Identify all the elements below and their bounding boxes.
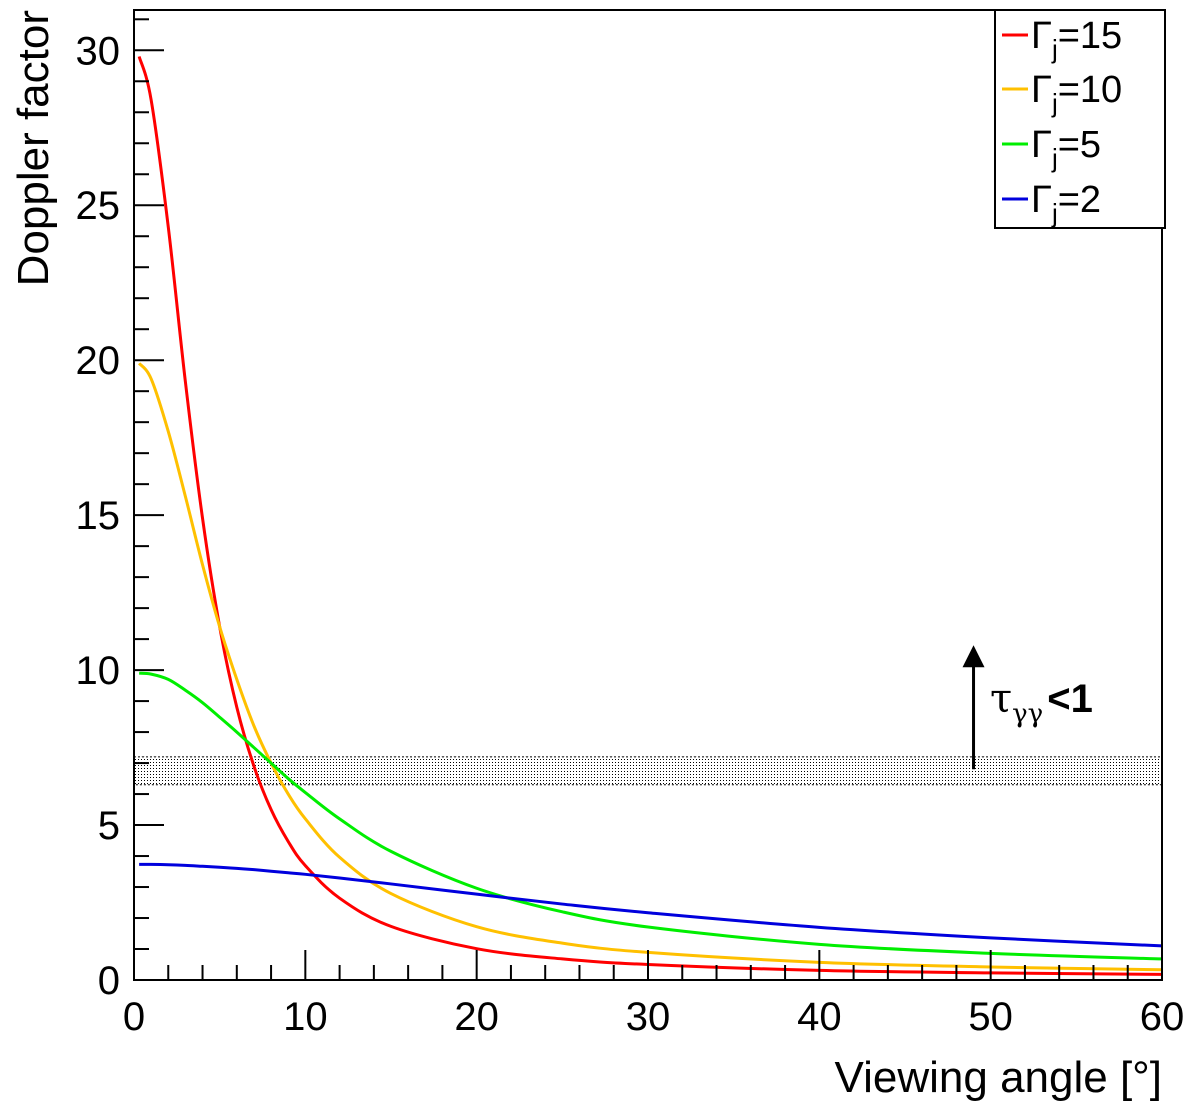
annotation-arrow-head (962, 645, 985, 668)
legend-gamma-symbol: Γ (1031, 179, 1052, 221)
opacity-band (133, 756, 1163, 786)
legend-subscript: j (1051, 34, 1058, 64)
x-tick-label: 30 (626, 995, 671, 1039)
y-tick-label: 10 (76, 649, 121, 693)
legend-box (994, 9, 1166, 229)
legend-subscript: j (1051, 198, 1058, 228)
y-tick-label: 0 (98, 959, 120, 1003)
legend-value: =10 (1058, 69, 1122, 111)
legend: Γj=15 Γj=10 Γj=5 Γj=2 (994, 9, 1166, 229)
y-tick-label: 15 (76, 494, 121, 538)
x-tick-label: 50 (968, 995, 1013, 1039)
legend-entry-gamma-10: Γj=10 (1002, 69, 1122, 118)
svg-text:Γj=2: Γj=2 (1031, 179, 1101, 228)
x-tick-label: 20 (454, 995, 499, 1039)
legend-value: =5 (1058, 124, 1101, 166)
svg-text:Γj=15: Γj=15 (1031, 15, 1122, 64)
y-tick-label: 30 (76, 29, 121, 73)
annotation-tau: τ (990, 676, 1012, 722)
legend-value: =15 (1058, 15, 1122, 57)
y-tick-label: 25 (76, 184, 121, 228)
legend-gamma-symbol: Γ (1031, 15, 1052, 57)
x-tick-label: 0 (123, 995, 145, 1039)
legend-value: =2 (1058, 179, 1101, 221)
legend-subscript: j (1051, 88, 1058, 118)
legend-subscript: j (1051, 143, 1058, 173)
series-line-gamma-2 (139, 862, 1163, 948)
x-axis-title: Viewing angle [°] (835, 1053, 1162, 1102)
legend-entry-gamma-2: Γj=2 (1002, 179, 1101, 228)
annotation-label: τγγ <1 (990, 676, 1093, 729)
annotation-condition: <1 (1047, 677, 1093, 721)
series-line-gamma-15 (137, 56, 1163, 976)
y-tick-label: 5 (98, 804, 120, 848)
x-tick-label: 60 (1140, 995, 1185, 1039)
annotation-subscript: γγ (1012, 699, 1043, 729)
svg-text:Γj=5: Γj=5 (1031, 124, 1101, 173)
legend-entry-gamma-15: Γj=15 (1002, 15, 1122, 64)
series-line-gamma-10 (137, 362, 1163, 972)
y-tick-label: 20 (76, 339, 121, 383)
y-axis-title: Doppler factor (9, 10, 58, 286)
legend-gamma-symbol: Γ (1031, 69, 1052, 111)
legend-gamma-symbol: Γ (1031, 124, 1052, 166)
x-tick-label: 40 (797, 995, 842, 1039)
series-line-gamma-5 (139, 671, 1163, 961)
x-tick-label: 10 (283, 995, 328, 1039)
legend-entry-gamma-5: Γj=5 (1002, 124, 1101, 173)
svg-text:Γj=10: Γj=10 (1031, 69, 1122, 118)
